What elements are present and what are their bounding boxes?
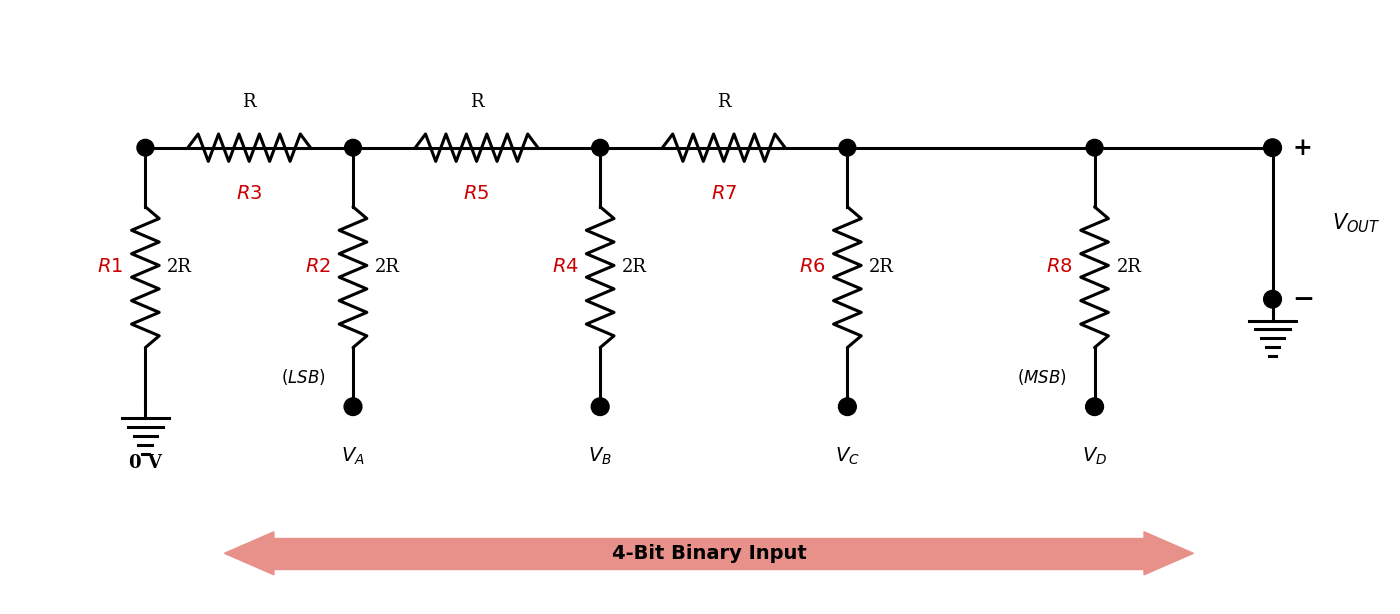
Text: $R7$: $R7$: [711, 185, 736, 203]
Text: $V_C$: $V_C$: [834, 446, 860, 467]
Polygon shape: [224, 532, 274, 575]
Text: 2R: 2R: [1116, 258, 1141, 276]
Circle shape: [1085, 398, 1103, 416]
Circle shape: [137, 139, 154, 156]
Text: $R1$: $R1$: [98, 258, 123, 276]
Text: $R8$: $R8$: [1046, 258, 1072, 276]
Text: 2R: 2R: [167, 258, 192, 276]
Text: $(LSB)$: $(LSB)$: [280, 367, 325, 387]
Text: 4-Bit Binary Input: 4-Bit Binary Input: [612, 544, 806, 563]
Circle shape: [1264, 290, 1281, 308]
Circle shape: [1086, 139, 1103, 156]
Text: $V_{OUT}$: $V_{OUT}$: [1331, 212, 1380, 235]
Text: $R2$: $R2$: [305, 258, 332, 276]
Text: $R3$: $R3$: [237, 185, 262, 203]
Polygon shape: [1144, 532, 1193, 575]
Text: R: R: [470, 93, 483, 111]
Circle shape: [591, 398, 609, 416]
Text: $V_D$: $V_D$: [1082, 446, 1107, 467]
Polygon shape: [274, 538, 1144, 569]
Text: $V_A$: $V_A$: [342, 446, 365, 467]
Text: $(MSB)$: $(MSB)$: [1016, 367, 1067, 387]
Text: 2R: 2R: [869, 258, 895, 276]
Text: R: R: [242, 93, 256, 111]
Text: 2R: 2R: [375, 258, 399, 276]
Text: R: R: [717, 93, 731, 111]
Text: +: +: [1292, 136, 1312, 160]
Circle shape: [839, 139, 855, 156]
Circle shape: [344, 398, 363, 416]
Text: $V_B$: $V_B$: [588, 446, 612, 467]
Text: $R5$: $R5$: [463, 185, 490, 203]
Circle shape: [592, 139, 609, 156]
Text: −: −: [1292, 287, 1315, 312]
Circle shape: [1264, 139, 1281, 157]
Text: 2R: 2R: [622, 258, 647, 276]
Text: $R4$: $R4$: [552, 258, 578, 276]
Text: 0 V: 0 V: [129, 454, 162, 472]
Circle shape: [344, 139, 361, 156]
Circle shape: [839, 398, 857, 416]
Text: $R6$: $R6$: [799, 258, 826, 276]
